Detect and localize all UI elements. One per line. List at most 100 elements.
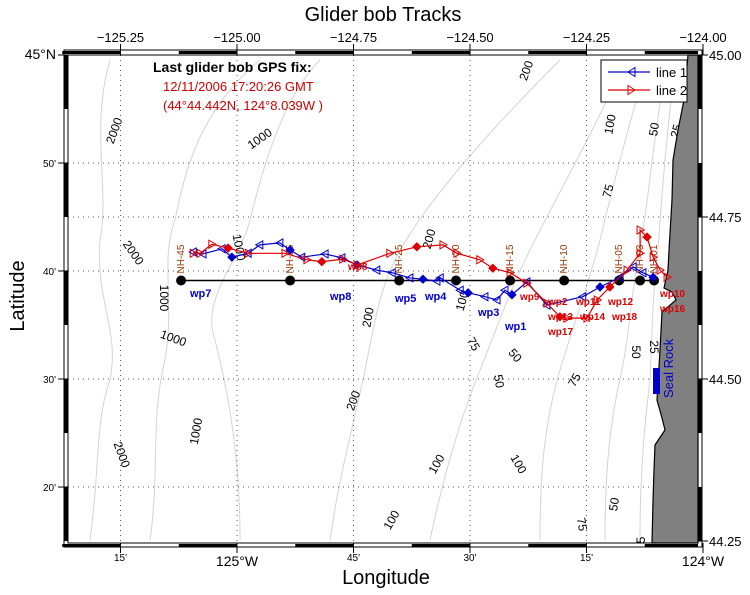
- waypoint-label-line2: wp12: [607, 297, 633, 308]
- station-label: NH-25: [394, 244, 405, 273]
- legend-line1-marker: [627, 66, 636, 78]
- track-point-marker-2: [663, 272, 673, 283]
- waypoint-label-line2: wp13: [547, 312, 573, 323]
- track-point-marker-1: [285, 245, 295, 255]
- track-point-marker-1: [418, 274, 428, 284]
- station-marker: [176, 275, 187, 286]
- waypoint-label-line1: wp7: [189, 288, 211, 300]
- station-label: NH-35: [285, 244, 296, 273]
- contour-label: 75: [464, 335, 483, 354]
- track-point-marker-1: [435, 273, 444, 283]
- contour-label: 100: [601, 113, 618, 135]
- station-label: NH-15: [505, 244, 516, 273]
- track-point-marker-2: [317, 257, 327, 267]
- track-point-marker-1: [499, 285, 509, 296]
- depth-contour: [639, 59, 677, 541]
- depth-contour: [604, 59, 669, 541]
- track-point-marker-2: [605, 282, 615, 292]
- station-marker: [505, 275, 516, 286]
- station-marker: [635, 275, 646, 286]
- contour-label: 50: [491, 374, 507, 390]
- bottom-tick-label: 124°W: [682, 553, 725, 569]
- waypoint-label-line1: wp3: [477, 307, 499, 319]
- track-point-marker-2: [642, 232, 652, 242]
- waypoint-label-line2: wp10: [659, 289, 685, 300]
- waypoint-labels: wp7 wp8 wp5 wp4 wp3 wp1 wp8 wp9 wp2 wp11 wp12 wp13 w…: [189, 262, 685, 394]
- track-point-marker-1: [320, 249, 329, 259]
- frame-inner: [67, 54, 699, 544]
- track-point-marker-1: [637, 267, 647, 278]
- station-label: NH-05: [614, 244, 625, 273]
- map-frame: [62, 49, 703, 548]
- track-point-marker-1: [455, 285, 464, 296]
- track-point-marker-2: [439, 240, 448, 250]
- track-point-marker-1: [463, 288, 473, 298]
- track-point-marker-2: [476, 254, 485, 265]
- track-point-marker-2: [281, 248, 291, 259]
- track-point-marker-2: [189, 248, 199, 259]
- track-point-marker-1: [296, 252, 306, 263]
- waypoint-label-line2: wp11: [575, 297, 601, 308]
- track-point-marker-2: [339, 254, 348, 264]
- track-point-marker-1: [404, 273, 414, 283]
- contour-label: 1000: [187, 417, 205, 446]
- y-axis-label: Latitude: [7, 260, 29, 331]
- right-tick-label: 44.75: [709, 210, 742, 225]
- depth-contour: [329, 59, 561, 541]
- station-marker: [285, 275, 296, 286]
- track-point-marker-2: [636, 225, 646, 235]
- track-point-marker-1: [595, 282, 605, 292]
- legend-line2-marker: [627, 84, 636, 96]
- track-point-marker-2: [543, 298, 552, 309]
- map-background: [68, 55, 698, 543]
- track-point-marker-1: [628, 262, 637, 272]
- contour-label: 1000: [157, 285, 171, 312]
- legend-line2-label: line 2: [656, 83, 687, 98]
- depth-contour: [429, 59, 626, 541]
- waypoint-label-line2: wp16: [659, 304, 685, 315]
- depth-contour: [89, 59, 113, 541]
- track-point-marker-2: [353, 260, 363, 270]
- legend: line 1 line 2: [600, 59, 688, 103]
- track-point-marker-2: [649, 252, 659, 263]
- track-point-marker-1: [371, 265, 381, 275]
- track-point-marker-1: [188, 247, 197, 257]
- last-fix-time: 12/11/2006 17:20:26 GMT: [163, 79, 314, 94]
- track-point-marker-2: [244, 248, 254, 259]
- top-tick-label: −125.25: [97, 30, 144, 45]
- seal-rock-label: Seal Rock: [661, 338, 676, 398]
- frame-outer: [63, 49, 703, 548]
- right-tick-label: 45.00: [709, 48, 742, 63]
- track-point-marker-2: [523, 278, 532, 288]
- track-point-marker-2: [208, 239, 217, 250]
- land-mask: [651, 54, 699, 544]
- last-fix-position: (44°44.442N, 124°8.039W ): [163, 98, 323, 113]
- waypoint-label-line2: wp2: [547, 297, 568, 308]
- left-tick-label: 40': [43, 267, 56, 278]
- seal-rock-marker: [653, 368, 660, 394]
- track-point-marker-1: [479, 291, 489, 302]
- contour-label: 50: [646, 121, 662, 137]
- station-marker: [451, 275, 462, 286]
- track-point-marker-1: [227, 252, 237, 262]
- track-point-marker-2: [223, 243, 233, 253]
- contour-label: 5: [634, 536, 648, 543]
- track-point-marker-1: [648, 272, 658, 282]
- contour-label: 25: [647, 340, 661, 354]
- top-tick-label: −125.00: [213, 30, 260, 45]
- waypoint-label-line1: wp4: [424, 291, 447, 303]
- station-label: NH-20: [451, 244, 462, 273]
- track-point-marker-1: [431, 276, 441, 287]
- depth-contour: [211, 59, 321, 541]
- top-tick-label: −124.00: [679, 30, 726, 45]
- chart-title: Glider bob Tracks: [305, 4, 462, 26]
- track-point-marker-2: [386, 248, 395, 259]
- station-marker: [394, 275, 405, 286]
- track-point-marker-1: [521, 276, 531, 287]
- contour-label: 75: [574, 517, 590, 533]
- top-tick-label: −124.50: [446, 30, 493, 45]
- contour-label: 75: [565, 370, 584, 389]
- track-point-marker-2: [656, 265, 666, 275]
- track-point-marker-2: [196, 248, 206, 259]
